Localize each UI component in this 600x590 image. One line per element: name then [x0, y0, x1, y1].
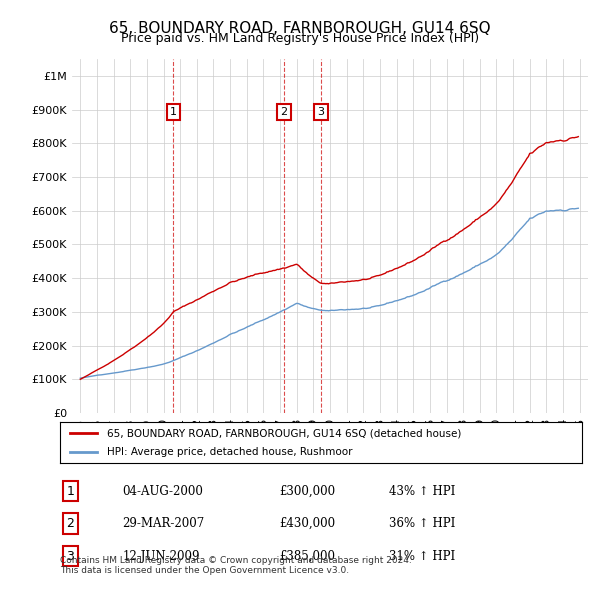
- Text: Price paid vs. HM Land Registry's House Price Index (HPI): Price paid vs. HM Land Registry's House …: [121, 32, 479, 45]
- Text: £385,000: £385,000: [279, 549, 335, 563]
- Text: 3: 3: [317, 107, 325, 117]
- Text: 3: 3: [67, 549, 74, 563]
- Text: 65, BOUNDARY ROAD, FARNBOROUGH, GU14 6SQ (detached house): 65, BOUNDARY ROAD, FARNBOROUGH, GU14 6SQ…: [107, 428, 461, 438]
- Text: 36% ↑ HPI: 36% ↑ HPI: [389, 517, 455, 530]
- Text: £300,000: £300,000: [279, 484, 335, 498]
- Text: Contains HM Land Registry data © Crown copyright and database right 2024.
This d: Contains HM Land Registry data © Crown c…: [60, 556, 412, 575]
- Text: 29-MAR-2007: 29-MAR-2007: [122, 517, 205, 530]
- Text: HPI: Average price, detached house, Rushmoor: HPI: Average price, detached house, Rush…: [107, 447, 352, 457]
- Text: 1: 1: [67, 484, 74, 498]
- Text: 2: 2: [67, 517, 74, 530]
- Text: 2: 2: [280, 107, 287, 117]
- Text: £430,000: £430,000: [279, 517, 335, 530]
- Text: 43% ↑ HPI: 43% ↑ HPI: [389, 484, 455, 498]
- Text: 04-AUG-2000: 04-AUG-2000: [122, 484, 203, 498]
- Text: 12-JUN-2009: 12-JUN-2009: [122, 549, 200, 563]
- Text: 1: 1: [170, 107, 177, 117]
- Text: 65, BOUNDARY ROAD, FARNBOROUGH, GU14 6SQ: 65, BOUNDARY ROAD, FARNBOROUGH, GU14 6SQ: [109, 21, 491, 35]
- Text: 31% ↑ HPI: 31% ↑ HPI: [389, 549, 455, 563]
